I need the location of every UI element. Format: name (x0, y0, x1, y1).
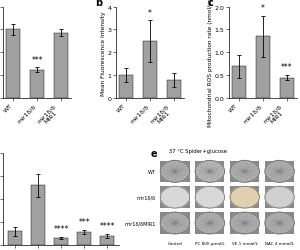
Bar (167, 80, 181, 99)
FancyBboxPatch shape (230, 161, 259, 182)
Text: 37 °C Spider+glucose: 37 °C Spider+glucose (169, 148, 227, 153)
FancyBboxPatch shape (265, 186, 294, 208)
Bar (119, 76, 133, 99)
Bar (256, 37, 270, 99)
Bar (30, 70, 44, 99)
Y-axis label: Mean Fluorescence Intensity: Mean Fluorescence Intensity (100, 11, 106, 95)
Text: ****: **** (99, 222, 115, 230)
Text: WT: WT (148, 169, 156, 174)
FancyBboxPatch shape (230, 212, 259, 234)
Circle shape (278, 222, 281, 224)
Circle shape (230, 161, 259, 182)
Text: VE 1 mmol/L: VE 1 mmol/L (232, 241, 258, 244)
Y-axis label: Mitochondrial ROS production rate (nmol/μg/ratio): Mitochondrial ROS production rate (nmol/… (208, 0, 212, 127)
Bar (6, 30, 20, 99)
Circle shape (230, 186, 259, 208)
Circle shape (195, 186, 224, 208)
Text: ****: **** (53, 224, 69, 233)
Text: mir1δ/δMIR1: mir1δ/δMIR1 (124, 221, 156, 226)
FancyBboxPatch shape (265, 161, 294, 182)
Text: PC 800 μmol/L: PC 800 μmol/L (195, 241, 225, 244)
Bar (143, 42, 157, 99)
Circle shape (265, 186, 294, 208)
Circle shape (173, 222, 177, 224)
Bar (100, 236, 114, 245)
FancyBboxPatch shape (160, 161, 190, 182)
FancyBboxPatch shape (230, 186, 259, 208)
Circle shape (160, 186, 190, 208)
Text: NAC 4 mmol/L: NAC 4 mmol/L (265, 241, 294, 244)
Circle shape (265, 161, 294, 182)
Text: ***: *** (78, 217, 90, 226)
FancyBboxPatch shape (160, 186, 190, 208)
Bar (31, 186, 45, 245)
Circle shape (195, 212, 224, 234)
FancyBboxPatch shape (265, 212, 294, 234)
Bar (77, 232, 91, 245)
Text: *: * (148, 8, 152, 18)
Circle shape (195, 161, 224, 182)
Bar (232, 67, 246, 99)
Text: *: * (261, 4, 265, 13)
Circle shape (243, 222, 247, 224)
FancyBboxPatch shape (195, 212, 224, 234)
Circle shape (208, 170, 212, 173)
Text: ***: *** (32, 56, 43, 64)
Text: e: e (151, 148, 157, 158)
Bar (54, 34, 68, 99)
FancyBboxPatch shape (195, 161, 224, 182)
Text: b: b (95, 0, 102, 8)
Text: ***: *** (281, 63, 292, 72)
FancyBboxPatch shape (195, 186, 224, 208)
Bar (280, 78, 294, 99)
Text: mir1δ/δ: mir1δ/δ (137, 195, 156, 200)
Circle shape (208, 222, 212, 224)
Bar (54, 238, 68, 245)
Circle shape (160, 212, 190, 234)
Circle shape (278, 170, 281, 173)
FancyBboxPatch shape (160, 212, 190, 234)
Circle shape (265, 212, 294, 234)
Bar (8, 231, 22, 245)
Text: c: c (208, 0, 214, 8)
Circle shape (243, 170, 247, 173)
Circle shape (230, 212, 259, 234)
Circle shape (160, 161, 190, 182)
Text: Control: Control (167, 241, 182, 244)
Circle shape (173, 170, 177, 173)
